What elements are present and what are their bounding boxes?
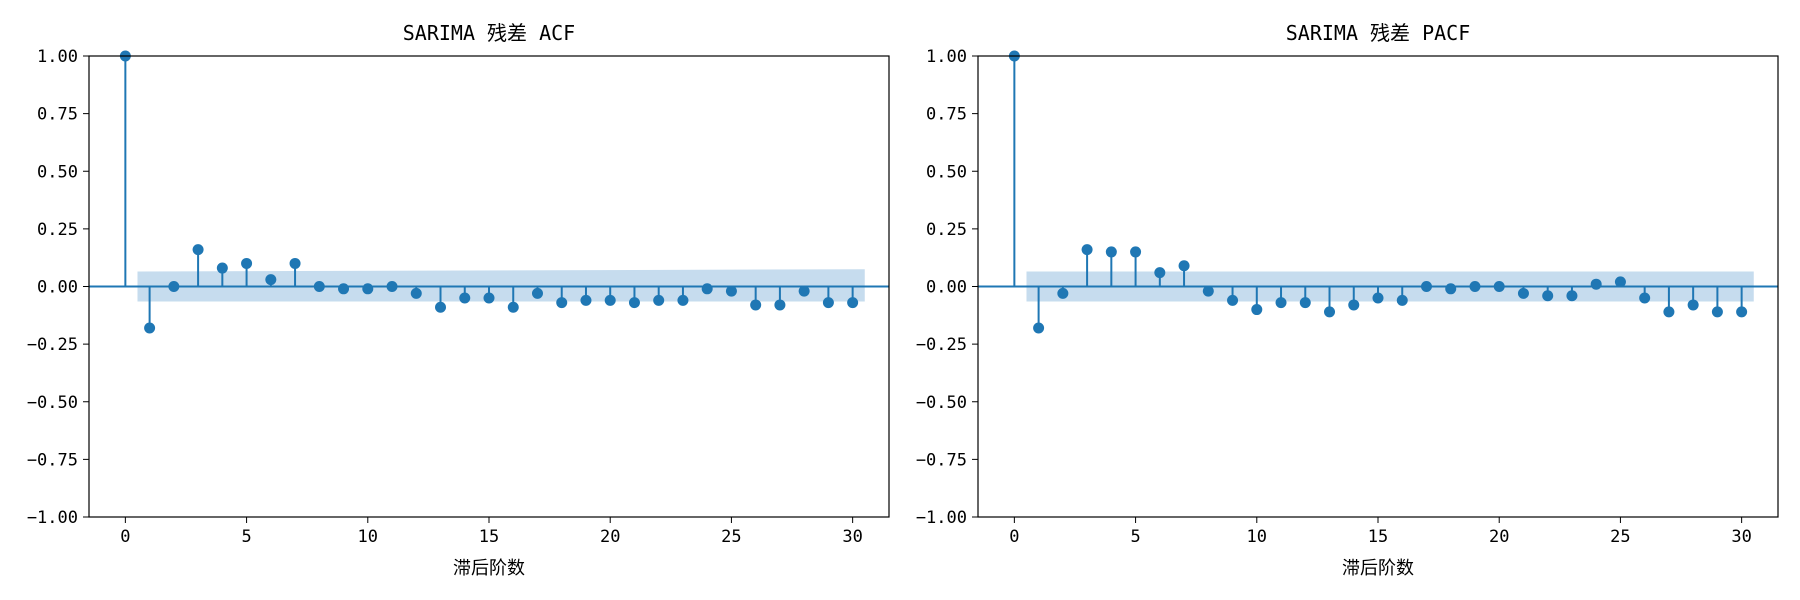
acf-y-tick-label: −0.75 xyxy=(27,450,78,470)
pacf-marker-lag-22 xyxy=(1542,290,1554,302)
acf-marker-lag-27 xyxy=(774,299,786,311)
pacf-marker-lag-28 xyxy=(1687,299,1699,311)
acf-marker-lag-22 xyxy=(653,294,665,306)
acf-marker-lag-9 xyxy=(338,283,350,295)
pacf-x-tick-label: 10 xyxy=(1247,527,1267,547)
acf-marker-lag-15 xyxy=(483,292,495,304)
acf-chart-title: SARIMA 残差 ACF xyxy=(403,21,575,45)
acf-y-tick-label: −1.00 xyxy=(27,508,78,528)
pacf-y-tick-label: 0.75 xyxy=(926,105,967,125)
pacf-marker-lag-27 xyxy=(1663,306,1675,318)
acf-marker-lag-5 xyxy=(241,257,253,269)
pacf-y-tick-label: 0.00 xyxy=(926,278,967,298)
pacf-chart: SARIMA 残差 PACF 滞后阶数 1.00 0.75 0.50 0.25 0.00… xyxy=(916,21,1779,579)
pacf-marker-lag-21 xyxy=(1517,287,1529,299)
acf-marker-lag-19 xyxy=(580,294,592,306)
acf-marker-lag-4 xyxy=(216,262,228,274)
pacf-x-tick-label: 15 xyxy=(1368,527,1388,547)
pacf-marker-lag-3 xyxy=(1081,244,1093,256)
acf-y-tick-label: 0.50 xyxy=(37,162,78,182)
acf-marker-lag-23 xyxy=(677,294,689,306)
acf-marker-lag-3 xyxy=(192,244,204,256)
acf-marker-lag-1 xyxy=(144,322,156,334)
pacf-marker-lag-18 xyxy=(1445,283,1457,295)
acf-marker-lag-11 xyxy=(386,281,398,292)
acf-marker-lag-28 xyxy=(798,285,810,297)
acf-marker-lag-13 xyxy=(435,301,447,313)
acf-marker-lag-14 xyxy=(459,292,471,304)
pacf-marker-lag-9 xyxy=(1227,294,1239,306)
pacf-y-tick-label: −1.00 xyxy=(916,508,967,528)
pacf-marker-lag-16 xyxy=(1396,294,1408,306)
acf-x-tick-label: 5 xyxy=(241,527,251,547)
pacf-x-tick-label: 0 xyxy=(1009,527,1019,547)
pacf-marker-lag-5 xyxy=(1130,246,1142,258)
pacf-y-tick-label: 0.50 xyxy=(926,162,967,182)
acf-x-tick-label: 0 xyxy=(120,527,130,547)
pacf-chart-title: SARIMA 残差 PACF xyxy=(1286,21,1471,45)
pacf-marker-lag-8 xyxy=(1202,285,1214,297)
acf-marker-lag-18 xyxy=(556,297,568,309)
acf-marker-lag-26 xyxy=(750,299,762,311)
pacf-marker-lag-24 xyxy=(1590,278,1602,290)
pacf-marker-lag-17 xyxy=(1420,281,1432,292)
acf-marker-lag-25 xyxy=(725,285,737,297)
acf-marker-lag-21 xyxy=(628,297,640,309)
acf-y-tick-label: −0.50 xyxy=(27,393,78,413)
acf-x-tick-label: 20 xyxy=(600,527,620,547)
pacf-marker-lag-14 xyxy=(1348,299,1360,311)
pacf-y-tick-label: 0.25 xyxy=(926,220,967,240)
pacf-x-axis-label: 滞后阶数 xyxy=(1342,558,1414,579)
pacf-marker-lag-29 xyxy=(1711,306,1723,318)
pacf-marker-lag-25 xyxy=(1614,276,1626,288)
acf-x-tick-label: 30 xyxy=(842,527,862,547)
pacf-marker-lag-13 xyxy=(1324,306,1336,318)
acf-marker-lag-7 xyxy=(289,257,301,269)
acf-marker-lag-20 xyxy=(604,294,616,306)
acf-chart: SARIMA 残差 ACF 滞后阶数 1.00 0.75 0.50 0.25 0.00 −… xyxy=(27,21,890,579)
acf-x-tick-label: 15 xyxy=(479,527,499,547)
acf-marker-lag-24 xyxy=(701,283,713,295)
pacf-marker-lag-4 xyxy=(1105,246,1117,258)
acf-x-axis-label: 滞后阶数 xyxy=(453,558,525,579)
acf-marker-lag-8 xyxy=(313,281,325,292)
pacf-marker-lag-23 xyxy=(1566,290,1578,302)
acf-marker-lag-17 xyxy=(531,287,543,299)
pacf-x-tick-label: 30 xyxy=(1731,527,1751,547)
pacf-y-tick-label: −0.50 xyxy=(916,393,967,413)
pacf-marker-lag-1 xyxy=(1033,322,1045,334)
acf-marker-lag-16 xyxy=(507,301,519,313)
pacf-marker-lag-11 xyxy=(1275,297,1287,309)
pacf-marker-lag-15 xyxy=(1372,292,1384,304)
acf-marker-lag-2 xyxy=(168,281,180,292)
pacf-marker-lag-30 xyxy=(1736,306,1748,318)
pacf-marker-lag-26 xyxy=(1639,292,1651,304)
pacf-y-tick-label: −0.25 xyxy=(916,335,967,355)
acf-y-tick-label: −0.25 xyxy=(27,335,78,355)
pacf-x-tick-label: 25 xyxy=(1610,527,1630,547)
pacf-marker-lag-10 xyxy=(1251,304,1263,316)
pacf-x-tick-label: 20 xyxy=(1489,527,1509,547)
acf-marker-lag-30 xyxy=(847,297,859,309)
acf-marker-lag-10 xyxy=(362,283,374,295)
pacf-marker-lag-2 xyxy=(1057,287,1069,299)
acf-y-tick-label: 1.00 xyxy=(37,47,78,67)
pacf-y-tick-label: −0.75 xyxy=(916,450,967,470)
pacf-marker-lag-20 xyxy=(1493,281,1505,292)
acf-x-tick-label: 10 xyxy=(358,527,378,547)
pacf-marker-lag-6 xyxy=(1154,267,1166,279)
acf-marker-lag-12 xyxy=(410,287,422,299)
acf-x-tick-label: 25 xyxy=(721,527,741,547)
acf-marker-lag-29 xyxy=(822,297,834,309)
acf-y-tick-label: 0.75 xyxy=(37,105,78,125)
acf-y-tick-label: 0.25 xyxy=(37,220,78,240)
pacf-x-tick-label: 5 xyxy=(1130,527,1140,547)
pacf-marker-lag-7 xyxy=(1178,260,1190,272)
acf-marker-lag-6 xyxy=(265,274,277,286)
pacf-marker-lag-12 xyxy=(1299,297,1311,309)
pacf-marker-lag-19 xyxy=(1469,281,1481,292)
acf-y-tick-label: 0.00 xyxy=(37,278,78,298)
pacf-y-tick-label: 1.00 xyxy=(926,47,967,67)
